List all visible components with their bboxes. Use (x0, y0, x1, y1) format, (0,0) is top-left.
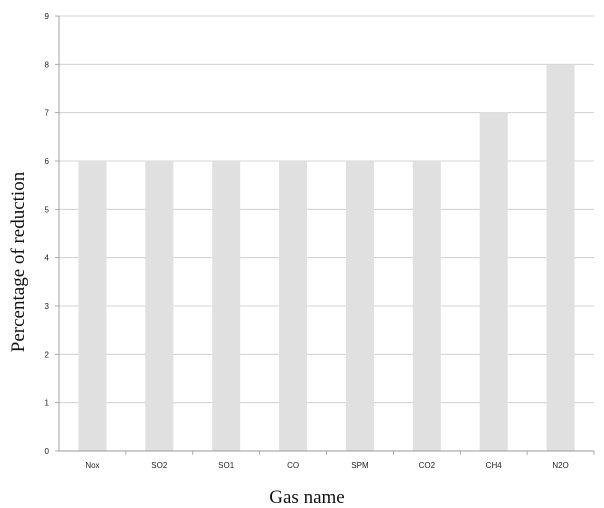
y-tick-label: 9 (45, 12, 50, 21)
x-tick-label-so2: SO2 (151, 461, 168, 470)
y-tick-label: 5 (45, 205, 50, 214)
bar-so2 (145, 161, 174, 451)
y-axis-title: Percentage of reduction (8, 171, 29, 352)
y-tick-label: 4 (45, 254, 50, 263)
x-tick-labels: Nox SO2 SO1 CO SPM CO2 CH4 N2O (85, 451, 595, 470)
x-tick-label-n2o: N2O (552, 461, 568, 470)
x-tick-label-so1: SO1 (218, 461, 235, 470)
bar-co (279, 161, 308, 451)
x-tick-label-nox: Nox (85, 461, 99, 470)
axes (58, 16, 594, 452)
x-tick-label-co2: CO2 (419, 461, 436, 470)
gridlines (59, 15, 594, 404)
bars (78, 64, 575, 452)
x-axis-title: Gas name (269, 487, 344, 508)
x-tick-label-ch4: CH4 (486, 461, 503, 470)
y-tick-label: 2 (45, 350, 50, 359)
y-tick-label: 6 (45, 157, 50, 166)
bar-so1 (212, 161, 241, 451)
bar-nox (78, 161, 107, 451)
bar-spm (345, 161, 374, 451)
x-tick-label-spm: SPM (351, 461, 369, 470)
y-tick-label: 3 (45, 302, 50, 311)
y-tick-labels: 0 1 2 3 4 5 6 7 8 9 (45, 12, 59, 456)
bar-ch4 (479, 112, 508, 452)
y-tick-label: 0 (45, 447, 50, 456)
bar-n2o (546, 64, 575, 451)
y-tick-label: 8 (45, 60, 50, 69)
bar-co2 (412, 161, 441, 451)
y-tick-label: 7 (45, 109, 50, 118)
y-tick-label: 1 (45, 399, 50, 408)
x-tick-label-co: CO (287, 461, 299, 470)
